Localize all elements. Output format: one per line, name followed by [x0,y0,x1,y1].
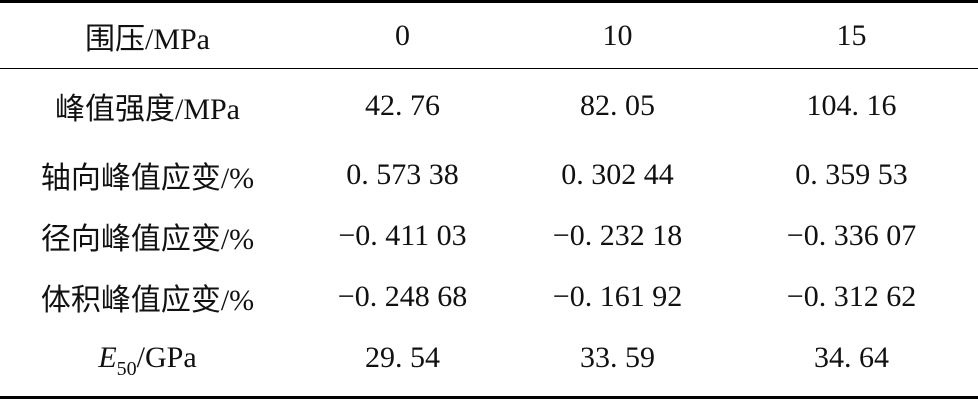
header-cell: 15 [836,18,867,52]
table-bottom-rule [0,396,978,399]
table-row: 体积峰值应变/% −0. 248 68 −0. 161 92 −0. 312 6… [0,266,978,327]
table-cell: 0. 302 44 [561,157,674,191]
table-cell: 33. 59 [580,340,655,374]
table-cell: 42. 76 [365,89,440,122]
table-row: 峰值强度/MPa 42. 76 82. 05 104. 16 [0,68,978,144]
row-label: 轴向峰值应变/% [40,161,255,195]
table-cell: 82. 05 [580,89,655,122]
header-cell: 0 [395,18,410,52]
table-cell: 0. 573 38 [346,157,459,191]
table-cell: −0. 411 03 [338,218,467,252]
table-top-rule [0,0,978,3]
row-label: E50/GPa [0,327,295,388]
modulus-symbol: E [98,340,117,374]
table-cell: 34. 64 [814,340,889,374]
modulus-subscript: 50 [116,357,137,380]
table-cell: 29. 54 [365,340,440,374]
table-cell: −0. 161 92 [552,279,683,313]
modulus-unit: /GPa [136,340,197,374]
table-cell: −0. 312 62 [786,279,917,313]
table-cell: −0. 336 07 [786,218,917,252]
table-cell: −0. 232 18 [552,218,683,252]
table-cell: 104. 16 [806,89,897,122]
row-label: 峰值强度/MPa [54,93,240,126]
data-table: 围压/MPa 0 10 15 峰值强度/MPa 42. 76 82. 05 10… [0,3,978,388]
row-label: 体积峰值应变/% [40,283,255,317]
table-row: 径向峰值应变/% −0. 411 03 −0. 232 18 −0. 336 0… [0,205,978,266]
table-row: E50/GPa 29. 54 33. 59 34. 64 [0,327,978,388]
table-header-row: 围压/MPa 0 10 15 [0,3,978,68]
table-cell: −0. 248 68 [337,279,468,313]
header-cell-label: 围压/MPa [84,22,210,56]
table-header-rule [0,68,978,69]
table-cell: 0. 359 53 [795,157,908,191]
header-cell: 10 [602,18,633,52]
row-label: 径向峰值应变/% [40,222,255,256]
table-row: 轴向峰值应变/% 0. 573 38 0. 302 44 0. 359 53 [0,144,978,205]
